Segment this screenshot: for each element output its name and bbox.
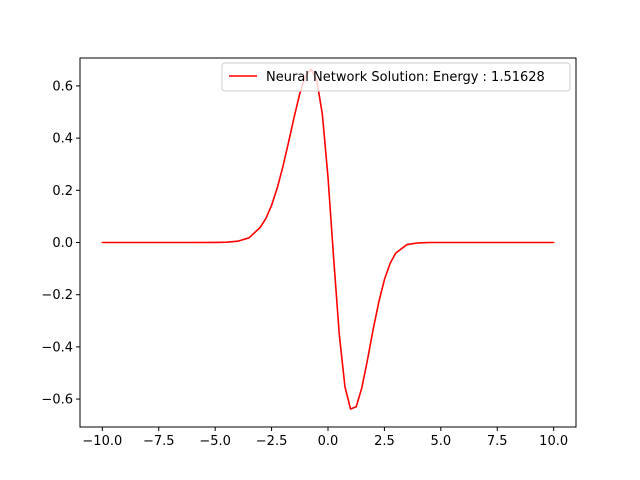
y-tick-label: 0.4	[52, 132, 73, 147]
y-tick-label: 0.6	[52, 79, 73, 94]
x-tick-label: 5.0	[430, 434, 451, 449]
x-tick-label: 7.5	[487, 434, 508, 449]
legend-label: Neural Network Solution: Energy : 1.5162…	[266, 70, 545, 85]
y-tick-label: −0.2	[41, 288, 73, 303]
y-tick-label: −0.4	[41, 340, 73, 355]
y-tick-label: 0.2	[52, 184, 73, 199]
series-layer	[101, 68, 555, 410]
plot-frame	[79, 57, 577, 428]
x-axis: −10.0 −7.5 −5.0 −2.5 0.0 2.5 5.0 7.5 10.0	[82, 427, 568, 449]
x-tick-label: −10.0	[82, 434, 122, 449]
x-tick-label: −5.0	[199, 434, 231, 449]
x-tick-label: 2.5	[374, 434, 395, 449]
x-tick-label: −2.5	[256, 434, 288, 449]
y-tick-label: 0.0	[52, 236, 73, 251]
y-tick-label: −0.6	[41, 393, 73, 408]
x-tick-label: −7.5	[143, 434, 175, 449]
x-tick-label: 0.0	[318, 434, 339, 449]
legend-box	[221, 62, 571, 92]
series-line	[101, 68, 555, 410]
y-axis: −0.6 −0.4 −0.2 0.0 0.2 0.4 0.6	[41, 79, 80, 408]
legend: Neural Network Solution: Energy : 1.5162…	[221, 62, 571, 92]
x-tick-label: 10.0	[539, 434, 568, 449]
